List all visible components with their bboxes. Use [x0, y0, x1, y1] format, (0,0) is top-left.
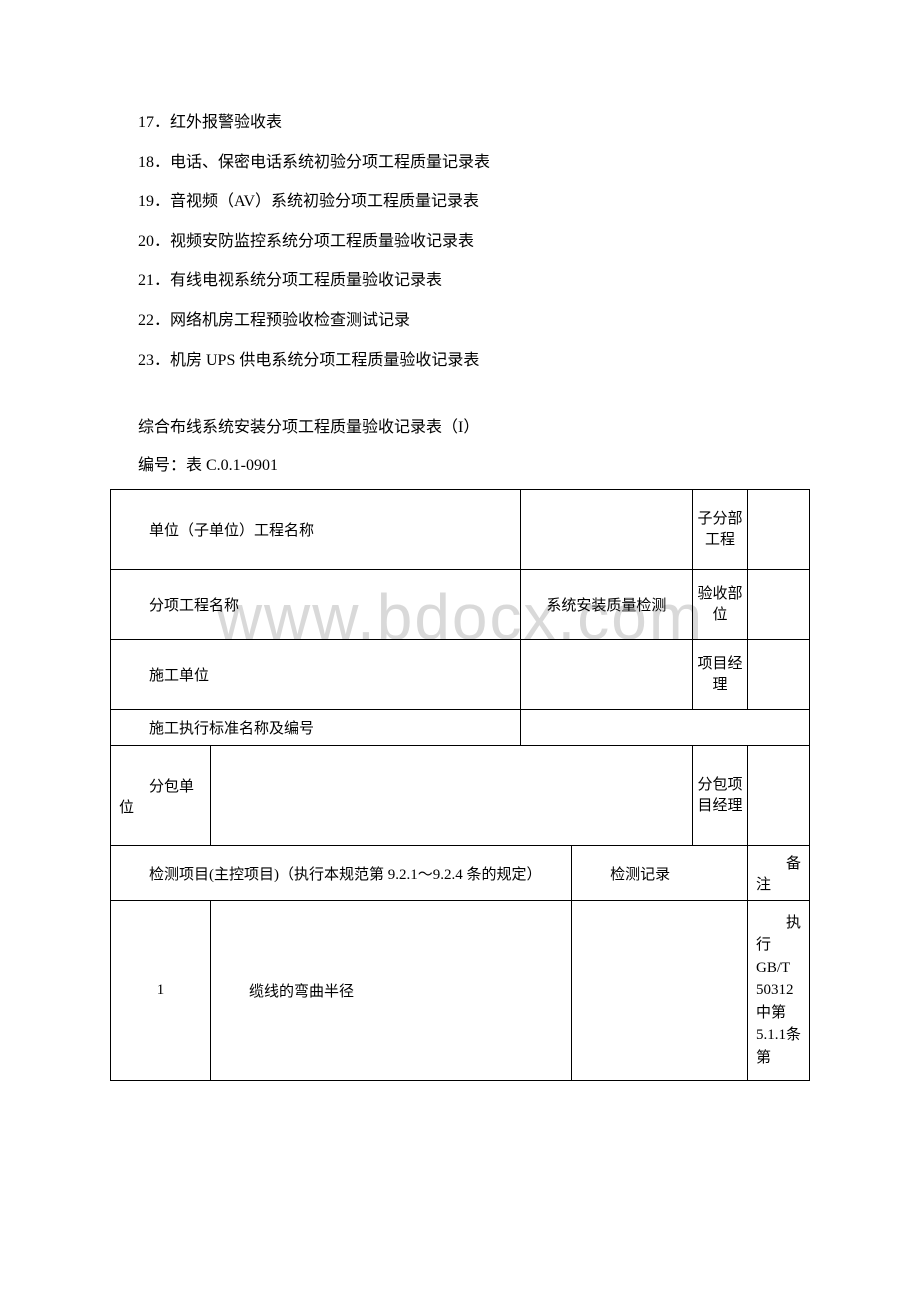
cable-bend-radius-record — [572, 901, 748, 1081]
acceptance-position-value — [747, 570, 809, 640]
list-item: 23．机房 UPS 供电系统分项工程质量验收记录表 — [110, 348, 810, 374]
sub-pm-value — [747, 746, 809, 846]
unit-project-name-label: 单位（子单位）工程名称 — [111, 490, 521, 570]
project-manager-value — [747, 640, 809, 710]
table-row: 施工执行标准名称及编号 — [111, 710, 810, 746]
construction-unit-label: 施工单位 — [111, 640, 521, 710]
list-item: 19．音视频（AV）系统初验分项工程质量记录表 — [110, 189, 810, 215]
sub-division-label: 子分部工程 — [692, 490, 747, 570]
system-install-label: 系统安装质量检测 — [520, 570, 692, 640]
row-number: 1 — [111, 901, 211, 1081]
table-row: 1 缆线的弯曲半径 执行GB/T 50312 中第5.1.1条第 — [111, 901, 810, 1081]
remark-cell: 执行GB/T 50312 中第5.1.1条第 — [747, 901, 809, 1081]
standard-name-label: 施工执行标准名称及编号 — [111, 710, 521, 746]
inspection-record-header: 检测记录 — [572, 846, 748, 901]
list-item: 20．视频安防监控系统分项工程质量验收记录表 — [110, 229, 810, 255]
list-item: 21．有线电视系统分项工程质量验收记录表 — [110, 268, 810, 294]
acceptance-position-label: 验收部位 — [692, 570, 747, 640]
standard-name-value — [520, 710, 809, 746]
section-title: 综合布线系统安装分项工程质量验收记录表（I） — [110, 413, 810, 437]
section-code: 编号：表 C.0.1-0901 — [110, 451, 810, 475]
table-row: 单位（子单位）工程名称 子分部工程 — [111, 490, 810, 570]
list-item: 17．红外报警验收表 — [110, 110, 810, 136]
inspection-table: 单位（子单位）工程名称 子分部工程 分项工程名称 系统安装质量检测 验收部位 施… — [110, 489, 810, 1081]
sub-division-value — [747, 490, 809, 570]
inspection-item-header: 检测项目(主控项目)（执行本规范第 9.2.1～9.2.4 条的规定） — [111, 846, 572, 901]
list-item: 22．网络机房工程预验收检查测试记录 — [110, 308, 810, 334]
subcontractor-label: 分包单位 — [111, 746, 211, 846]
table-row: 分项工程名称 系统安装质量检测 验收部位 — [111, 570, 810, 640]
table-row: 检测项目(主控项目)（执行本规范第 9.2.1～9.2.4 条的规定） 检测记录… — [111, 846, 810, 901]
construction-unit-value — [520, 640, 692, 710]
remark-header: 备注 — [747, 846, 809, 901]
cable-bend-radius-label: 缆线的弯曲半径 — [211, 901, 572, 1081]
unit-project-name-value — [520, 490, 692, 570]
subcontractor-value — [211, 746, 693, 846]
list-item: 18．电话、保密电话系统初验分项工程质量记录表 — [110, 150, 810, 176]
sub-pm-label: 分包项目经理 — [692, 746, 747, 846]
table-row: 分包单位 分包项目经理 — [111, 746, 810, 846]
sub-item-name-label: 分项工程名称 — [111, 570, 521, 640]
table-row: 施工单位 项目经理 — [111, 640, 810, 710]
numbered-list: 17．红外报警验收表 18．电话、保密电话系统初验分项工程质量记录表 19．音视… — [110, 110, 810, 373]
project-manager-label: 项目经理 — [692, 640, 747, 710]
